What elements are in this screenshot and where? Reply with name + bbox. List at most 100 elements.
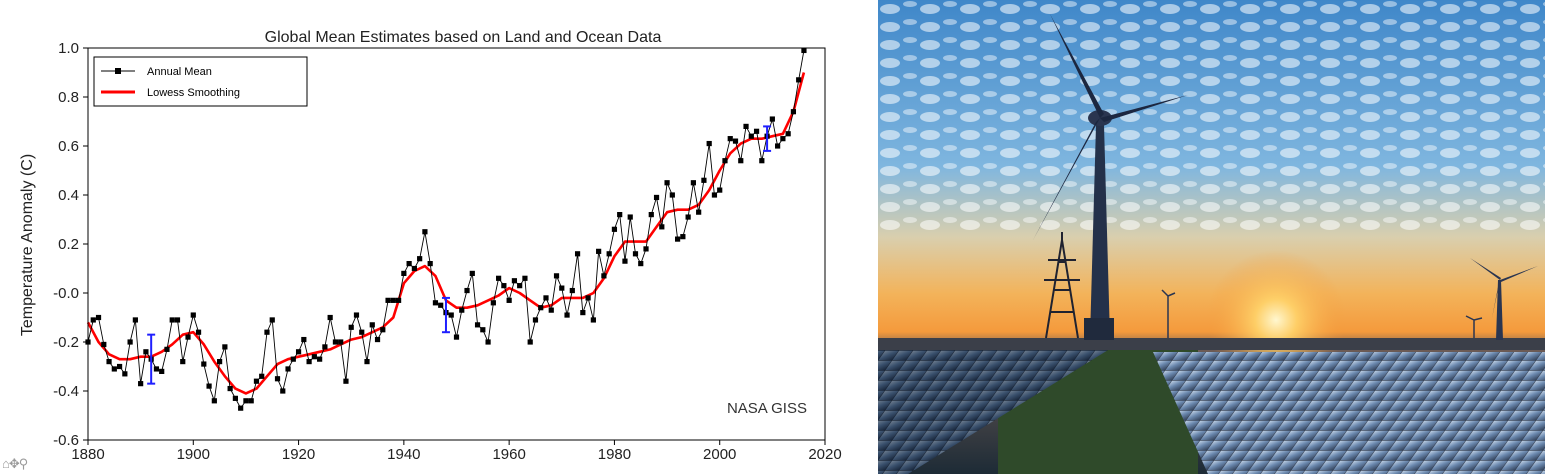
annual-mean-point [606,251,612,257]
wind-turbine-main [1033,14,1188,340]
annual-mean-point [116,363,123,370]
annual-mean-point [417,256,423,262]
annual-mean-point [696,209,702,215]
annual-mean-point [295,349,302,355]
annual-mean-point [95,314,102,321]
annual-mean-point [211,398,217,404]
annual-mean-point [264,329,270,335]
source-annotation: NASA GISS [727,400,807,417]
annual-mean-point [432,300,439,306]
annual-mean-point [190,312,196,318]
uncertainty-bars [147,125,772,385]
annual-mean-point [422,229,428,235]
annual-mean-point [459,307,465,313]
annual-mean-point [195,329,202,335]
annual-mean-point [675,236,681,242]
temperature-anomaly-chart: Global Mean Estimates based on Land and … [19,29,842,463]
annual-mean-point [501,283,507,289]
annual-mean-point [259,373,265,379]
annual-mean-point [659,224,665,230]
annual-mean-point [753,128,760,134]
clouds [878,0,1545,230]
annual-mean-point [322,344,328,350]
annual-mean-point [690,180,696,186]
annual-mean-point [248,398,254,404]
annual-mean-point [385,297,391,303]
annual-mean-point [785,131,791,137]
annual-mean-point [564,312,570,318]
x-tick-label: 1900 [177,446,210,463]
annual-mean-point [532,317,539,323]
annual-mean-point [622,258,628,264]
annual-mean-point [543,295,549,301]
annual-mean-point [253,378,260,384]
annual-mean-point [101,341,107,348]
annual-mean-point [306,359,312,365]
annual-mean-point [611,226,618,232]
annual-mean-point [274,376,281,382]
x-tick-label: 1920 [282,446,315,463]
x-tick-label: 1960 [492,446,525,463]
annual-mean-point [480,327,486,333]
annual-mean-point [517,283,523,289]
y-tick-label: 0.8 [58,89,79,106]
legend-annual-marker [115,68,121,74]
annual-mean-point [453,334,460,340]
home-icon[interactable]: ⌂✥⚲ [2,456,28,471]
annual-mean-point [201,361,207,367]
annual-mean-point [474,322,481,328]
annual-mean-point [469,270,475,276]
annual-mean-point [343,378,349,384]
x-tick-label: 1940 [387,446,420,463]
annual-mean-point [553,273,560,279]
annual-mean-point [348,324,354,330]
annual-mean-point [664,180,670,186]
annual-mean-point [406,261,412,267]
x-tick-label: 1980 [598,446,631,463]
annual-mean-point [217,359,223,365]
y-tick-label: 0.4 [58,187,79,204]
y-tick-label: 0.6 [58,138,79,155]
annual-mean-point [748,133,754,139]
annual-mean-point [485,339,491,345]
annual-mean-point [527,339,533,345]
annual-mean-point [380,327,386,333]
y-tick-label: -0.4 [53,383,79,400]
annual-mean-point [164,346,170,352]
annual-mean-point [759,158,765,164]
annual-mean-point [538,305,544,311]
annual-mean-point [722,158,728,164]
legend-lowess-label: Lowess Smoothing [147,87,240,99]
annual-mean-point [390,297,396,303]
y-tick-label: -0.6 [53,432,79,449]
annual-mean-point [638,261,644,267]
annual-mean-point [301,336,307,343]
annual-mean-point [801,47,807,54]
annual-mean-point [506,297,512,303]
annual-mean-point [401,270,407,276]
annual-mean-point [769,116,775,122]
annual-mean-point [332,339,339,345]
legend-box [93,56,308,107]
annual-mean-point [632,251,639,257]
annual-mean-point [585,295,591,301]
annual-mean-point [127,339,133,345]
annual-mean-point [569,287,575,294]
annual-mean-point [106,359,112,365]
annual-mean-point [311,354,317,360]
annual-mean-point [159,368,165,374]
annual-mean-point [180,359,186,365]
annual-mean-point [285,366,291,372]
annual-mean-point [780,136,786,142]
annual-mean-point [653,194,660,201]
lowess-series [86,72,806,395]
chart-title: Global Mean Estimates based on Land and … [265,29,662,46]
annual-mean-point [143,349,149,355]
annual-mean-point [411,265,417,272]
x-tick-label: 1880 [71,446,104,463]
annual-mean-point [559,285,565,291]
axis-ticks: 1880 1900 1920 1940 1960 1980 2000 2020 1.0 0.8 0.… [53,40,842,463]
chart-toolbar[interactable]: ⌂✥⚲ [2,456,28,472]
annual-mean-point [364,359,370,365]
plot-frame [87,47,826,441]
